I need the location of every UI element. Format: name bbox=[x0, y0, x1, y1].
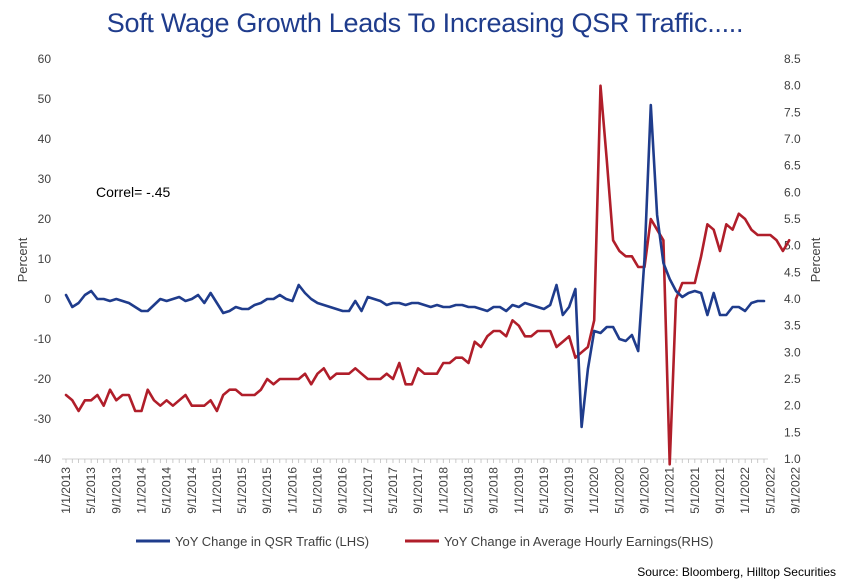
right-tick-label: 4.5 bbox=[784, 265, 801, 279]
right-tick-label: 1.0 bbox=[784, 452, 801, 466]
left-tick-label: 10 bbox=[38, 252, 52, 266]
legend-label-qsr-traffic: YoY Change in QSR Traffic (LHS) bbox=[175, 534, 369, 549]
x-tick-label: 5/1/2019 bbox=[537, 467, 551, 514]
left-tick-label: -20 bbox=[34, 372, 52, 386]
left-tick-label: -40 bbox=[34, 452, 52, 466]
x-tick-label: 9/1/2017 bbox=[411, 467, 425, 514]
x-tick-label: 9/1/2020 bbox=[638, 467, 652, 514]
x-tick-label: 1/1/2014 bbox=[134, 467, 148, 514]
left-tick-label: -30 bbox=[34, 412, 52, 426]
series-layer bbox=[64, 84, 791, 466]
left-axis-title: Percent bbox=[15, 237, 30, 282]
right-tick-label: 3.0 bbox=[784, 345, 801, 359]
correlation-annotation: Correl= -.45 bbox=[96, 184, 171, 200]
x-tick-label: 9/1/2018 bbox=[487, 467, 501, 514]
x-tick-label: 1/1/2016 bbox=[285, 467, 299, 514]
x-tick-label: 5/1/2022 bbox=[763, 467, 777, 514]
series-line-hourly-earnings bbox=[64, 84, 791, 466]
left-tick-label: 40 bbox=[38, 132, 52, 146]
x-tick-label: 5/1/2013 bbox=[84, 467, 98, 514]
x-tick-label: 1/1/2022 bbox=[738, 467, 752, 514]
x-tick-label: 9/1/2013 bbox=[109, 467, 123, 514]
x-axis: 1/1/2013 5/1/2013 9/1/2013 1/1/2014 5/1/2014… bbox=[59, 458, 802, 514]
right-tick-label: 8.0 bbox=[784, 79, 801, 93]
legend-label-hourly-earnings: YoY Change in Average Hourly Earnings(RH… bbox=[444, 534, 713, 549]
left-tick-label: 60 bbox=[38, 52, 52, 66]
x-tick-label: 1/1/2017 bbox=[361, 467, 375, 514]
x-tick-label: 1/1/2018 bbox=[436, 467, 450, 514]
right-tick-label: 3.5 bbox=[784, 319, 801, 333]
right-tick-label: 5.5 bbox=[784, 212, 801, 226]
x-tick-label: 1/1/2015 bbox=[210, 467, 224, 514]
x-tick-label: 9/1/2014 bbox=[185, 467, 199, 514]
right-tick-label: 2.5 bbox=[784, 372, 801, 386]
right-axis-ticks: 8.58.07.57.06.56.05.55.04.54.03.53.02.52… bbox=[784, 52, 801, 466]
x-tick-label: 9/1/2015 bbox=[260, 467, 274, 514]
right-tick-label: 2.0 bbox=[784, 399, 801, 413]
left-tick-label: -10 bbox=[34, 332, 52, 346]
x-tick-label: 1/1/2020 bbox=[587, 467, 601, 514]
x-tick-label: 5/1/2016 bbox=[311, 467, 325, 514]
x-tick-label: 5/1/2018 bbox=[461, 467, 475, 514]
left-tick-label: 50 bbox=[38, 92, 52, 106]
right-axis-title: Percent bbox=[808, 237, 823, 282]
series-line-qsr-traffic bbox=[64, 103, 766, 429]
x-tick-label: 9/1/2016 bbox=[336, 467, 350, 514]
x-tick-label: 5/1/2017 bbox=[386, 467, 400, 514]
x-tick-label: 9/1/2019 bbox=[562, 467, 576, 514]
right-tick-label: 4.0 bbox=[784, 292, 801, 306]
left-tick-label: 20 bbox=[38, 212, 52, 226]
right-tick-label: 6.0 bbox=[784, 185, 801, 199]
x-tick-label: 5/1/2015 bbox=[235, 467, 249, 514]
x-tick-label: 9/1/2021 bbox=[713, 467, 727, 514]
chart-title: Soft Wage Growth Leads To Increasing QSR… bbox=[106, 8, 744, 38]
left-tick-label: 0 bbox=[44, 292, 51, 306]
right-tick-label: 6.5 bbox=[784, 159, 801, 173]
x-tick-label: 1/1/2013 bbox=[59, 467, 73, 514]
x-tick-label: 5/1/2021 bbox=[688, 467, 702, 514]
legend: YoY Change in QSR Traffic (LHS) YoY Chan… bbox=[136, 534, 713, 549]
right-tick-label: 1.5 bbox=[784, 425, 801, 439]
x-tick-label: 1/1/2019 bbox=[512, 467, 526, 514]
x-tick-label: 1/1/2021 bbox=[663, 467, 677, 514]
left-axis-ticks: 60 50 40 30 20 10 0 -10 -20 -30 -40 bbox=[34, 52, 52, 466]
left-tick-label: 30 bbox=[38, 172, 52, 186]
source-note: Source: Bloomberg, Hilltop Securities bbox=[637, 565, 836, 579]
right-tick-label: 7.5 bbox=[784, 105, 801, 119]
right-tick-label: 7.0 bbox=[784, 132, 801, 146]
x-tick-label: 5/1/2020 bbox=[612, 467, 626, 514]
x-tick-label: 5/1/2014 bbox=[160, 467, 174, 514]
right-tick-label: 8.5 bbox=[784, 52, 801, 66]
x-tick-label: 9/1/2022 bbox=[788, 467, 802, 514]
